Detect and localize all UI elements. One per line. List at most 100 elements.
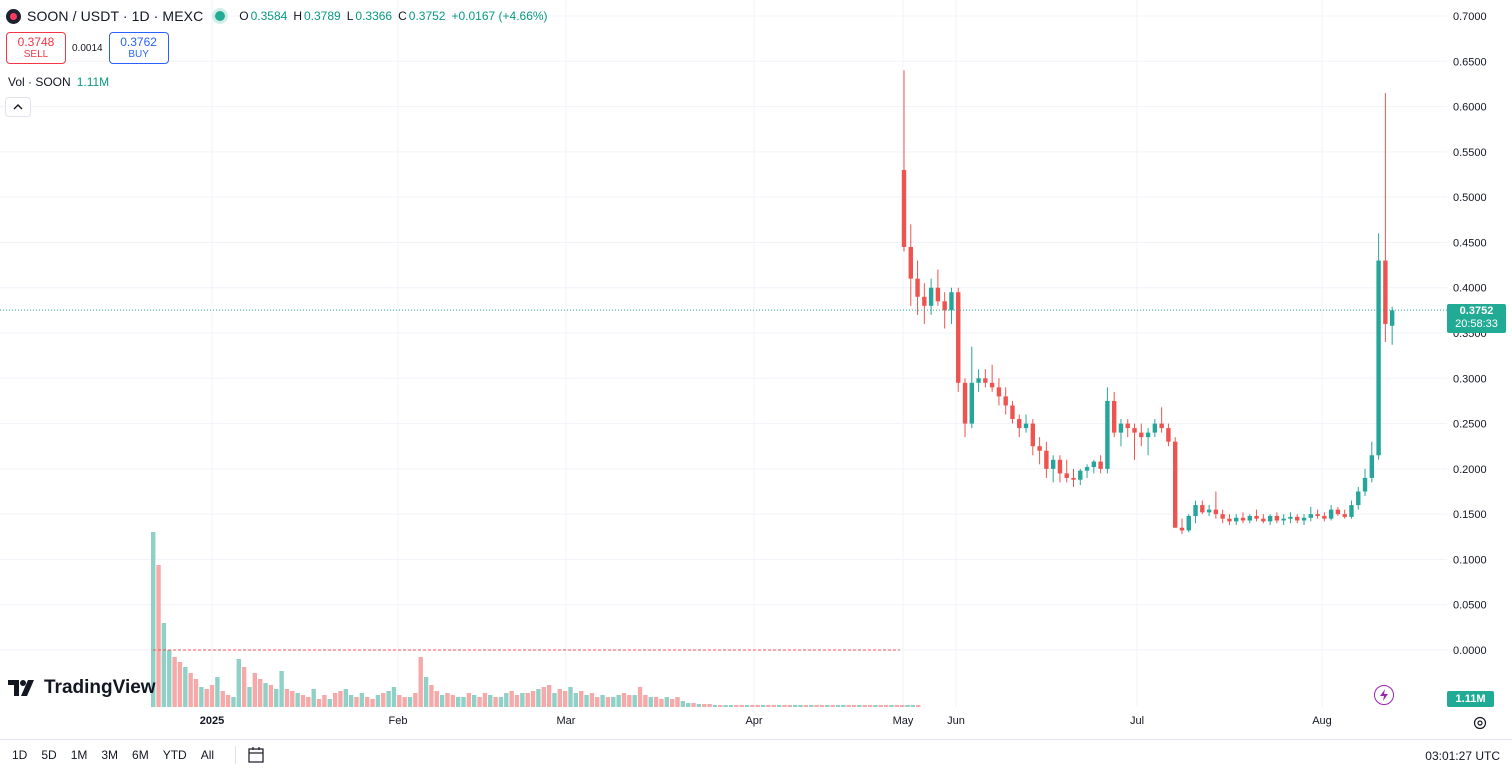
candle-body: [1328, 509, 1334, 519]
volume-bar: [290, 691, 295, 707]
volume-bar: [632, 695, 637, 707]
candle-body: [1139, 432, 1144, 438]
volume-bar: [643, 695, 648, 707]
price-chart[interactable]: 0.7000 0.6500 0.6000 0.5500 0.5000 0.4500 0.40…: [0, 0, 1512, 739]
volume-bar: [712, 705, 718, 707]
market-status-dot[interactable]: [215, 11, 226, 21]
candle-body: [1301, 517, 1307, 521]
candle-body: [1254, 515, 1259, 519]
volume-bar: [782, 705, 787, 707]
volume-bar: [653, 697, 659, 707]
volume-bar: [702, 704, 707, 707]
volume-legend-label: Vol · SOON: [8, 75, 71, 89]
volume-bar: [397, 695, 402, 707]
y-axis-tick-label: 0.6000: [1453, 102, 1487, 114]
volume-bar: [589, 693, 595, 707]
volume-bar: [814, 705, 819, 707]
volume-bar: [562, 691, 568, 707]
utc-clock[interactable]: 03:01:27 UTC: [1425, 749, 1500, 763]
volume-bar: [910, 705, 916, 707]
candle-body: [1247, 515, 1252, 521]
volume-bar: [680, 701, 686, 707]
volume-bar: [236, 659, 241, 707]
volume-bar: [803, 705, 809, 707]
volume-bar: [316, 699, 322, 707]
chart-settings-button[interactable]: [1471, 714, 1489, 732]
ohlc-low-value: 0.3366: [355, 9, 393, 23]
candle-body: [1166, 428, 1171, 442]
buy-label: BUY: [128, 49, 149, 60]
volume-bar: [445, 693, 450, 707]
candle-body: [989, 382, 995, 388]
range-1m[interactable]: 1M: [70, 747, 88, 762]
volume-bar: [669, 699, 675, 707]
volume-bar: [472, 695, 477, 707]
symbol-title[interactable]: SOON / USDT · 1D · MEXC: [27, 8, 204, 24]
y-axis-tick-label: 0.5000: [1453, 192, 1487, 204]
volume-legend[interactable]: Vol · SOON 1.11M: [8, 75, 109, 89]
last-price-tag: 0.3752 20:58:33: [1447, 304, 1506, 333]
candle-body: [1335, 509, 1341, 515]
y-axis-tick-label: 0.4000: [1453, 283, 1487, 295]
volume-bar: [809, 705, 814, 707]
volume-bar: [525, 693, 530, 707]
volume-bar: [332, 693, 338, 707]
range-1d[interactable]: 1D: [12, 747, 28, 762]
volume-bar: [306, 697, 311, 707]
bottom-toolbar: 1D 5D 1M 3M 6M YTD All 03:01:27 UTC: [0, 739, 1512, 769]
volume-bar: [504, 693, 509, 707]
y-axis-tick-label: 0.5500: [1453, 147, 1487, 159]
tradingview-logo[interactable]: TradingView: [8, 677, 156, 699]
candle-body: [1220, 514, 1225, 519]
lightning-button[interactable]: [1374, 685, 1394, 705]
volume-bar: [252, 673, 258, 707]
volume-bar: [883, 705, 889, 707]
candle-body: [996, 387, 1002, 397]
candle-body: [1071, 477, 1076, 480]
candle-body: [1308, 514, 1313, 518]
volume-bar: [359, 693, 365, 707]
range-5d[interactable]: 5D: [41, 747, 57, 762]
range-ytd[interactable]: YTD: [162, 747, 187, 762]
y-axis-tick-label: 0.1500: [1453, 509, 1487, 521]
volume-bar: [825, 705, 830, 707]
volume-bar: [900, 705, 905, 707]
volume-bar: [461, 697, 466, 707]
go-to-date-button[interactable]: [235, 745, 266, 764]
candle-body: [1193, 505, 1198, 516]
volume-bar: [177, 662, 183, 707]
volume-bar: [916, 705, 921, 707]
volume-bar: [611, 697, 616, 707]
range-all[interactable]: All: [200, 747, 215, 762]
soon-coin-icon: [6, 8, 21, 24]
volume-bar: [514, 695, 520, 707]
buy-button[interactable]: 0.3762 BUY: [108, 32, 169, 64]
candle-body: [1010, 405, 1015, 420]
volume-bar: [434, 691, 439, 707]
x-axis-tick-label: Apr: [745, 715, 762, 727]
candle-body: [1132, 428, 1137, 433]
volume-bar: [766, 705, 771, 707]
range-6m[interactable]: 6M: [132, 747, 149, 762]
candle-body: [1159, 423, 1164, 429]
volume-bar: [391, 687, 397, 707]
volume-bar: [199, 687, 204, 707]
volume-bar: [894, 705, 900, 707]
range-3m[interactable]: 3M: [101, 747, 119, 762]
volume-bar: [498, 697, 504, 707]
volume-bar: [867, 705, 873, 707]
candle-body: [922, 296, 927, 306]
volume-legend-value: 1.11M: [76, 75, 110, 89]
sell-button[interactable]: 0.3748 SELL: [6, 32, 66, 64]
volume-bar: [889, 705, 894, 707]
volume-bar: [664, 697, 669, 707]
candle-body: [928, 287, 934, 306]
candle-body: [908, 246, 913, 279]
collapse-legend-button[interactable]: [5, 97, 31, 117]
y-axis-tick-label: 0.7000: [1453, 11, 1487, 23]
volume-bar: [295, 693, 300, 707]
lightning-icon: [1380, 689, 1388, 701]
y-axis-tick-label: 0.1000: [1453, 554, 1487, 566]
volume-bar: [220, 691, 225, 707]
